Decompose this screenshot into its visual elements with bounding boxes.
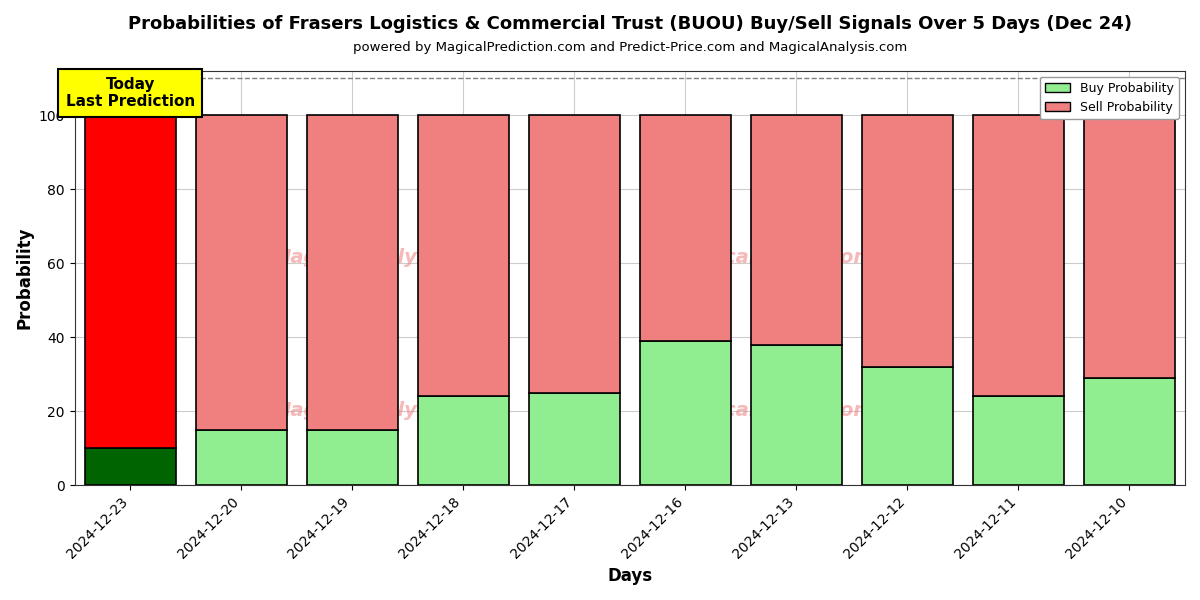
Bar (973, 397, 1064, 485)
Bar (529, 392, 620, 485)
Text: MagicalAnalysis.com: MagicalAnalysis.com (271, 401, 499, 420)
Bar (196, 430, 287, 485)
Bar (751, 344, 842, 485)
Bar (529, 115, 620, 392)
X-axis label: Days: Days (607, 567, 653, 585)
Bar (307, 430, 397, 485)
Bar (640, 115, 731, 341)
Bar (862, 367, 953, 485)
Bar (85, 448, 175, 485)
Text: Today
Last Prediction: Today Last Prediction (66, 77, 194, 109)
Text: powered by MagicalPrediction.com and Predict-Price.com and MagicalAnalysis.com: powered by MagicalPrediction.com and Pre… (353, 41, 907, 54)
Text: MagicalAnalysis.com: MagicalAnalysis.com (271, 248, 499, 266)
Y-axis label: Probability: Probability (16, 227, 34, 329)
Text: MagicalPrediction.com: MagicalPrediction.com (672, 248, 920, 266)
Bar (1084, 115, 1175, 378)
Text: MagicalPrediction.com: MagicalPrediction.com (672, 401, 920, 420)
Bar (973, 115, 1064, 397)
Bar (640, 341, 731, 485)
Bar (862, 115, 953, 367)
Legend: Buy Probability, Sell Probability: Buy Probability, Sell Probability (1040, 77, 1178, 119)
Bar (1084, 378, 1175, 485)
Bar (196, 115, 287, 430)
Bar (307, 115, 397, 430)
Bar (418, 397, 509, 485)
Bar (751, 115, 842, 344)
Bar (85, 115, 175, 448)
Bar (418, 115, 509, 397)
Title: Probabilities of Frasers Logistics & Commercial Trust (BUOU) Buy/Sell Signals Ov: Probabilities of Frasers Logistics & Com… (128, 15, 1132, 33)
